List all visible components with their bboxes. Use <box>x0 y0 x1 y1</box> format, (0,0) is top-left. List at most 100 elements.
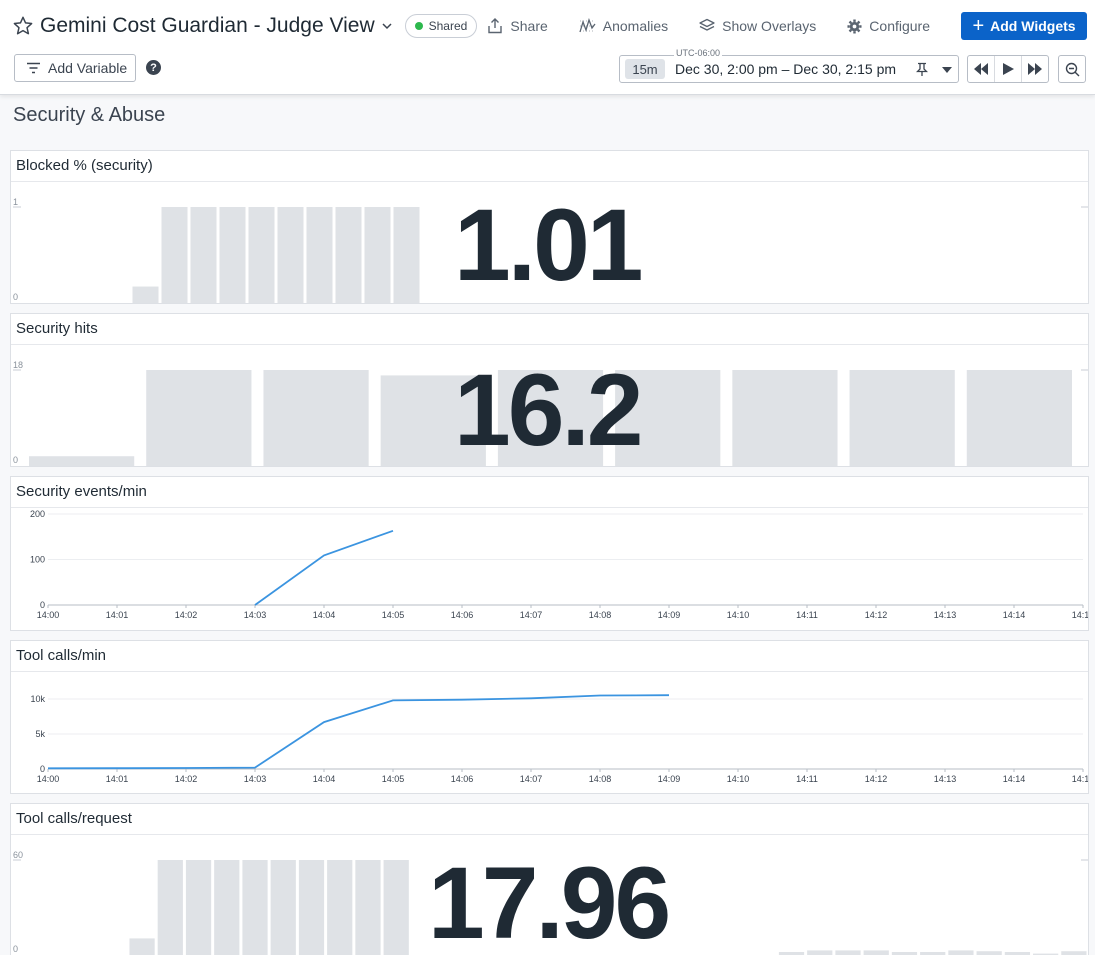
widget-title: Security hits <box>11 314 1088 345</box>
bar <box>214 860 240 955</box>
play-icon <box>1002 63 1014 75</box>
x-tick-label: 14:06 <box>451 610 474 620</box>
bar <box>835 950 861 955</box>
bar <box>976 951 1002 955</box>
x-tick-label: 14:12 <box>865 774 888 784</box>
x-tick-label: 14:11 <box>796 610 818 620</box>
bar <box>306 207 333 303</box>
show-overlays-button[interactable]: Show Overlays <box>699 18 816 34</box>
bar <box>778 952 805 955</box>
y-tick-label: 0 <box>40 600 45 610</box>
x-tick-label: 14:07 <box>520 774 543 784</box>
bar <box>277 207 304 303</box>
anomalies-button[interactable]: Anomalies <box>579 18 668 34</box>
share-button[interactable]: Share <box>487 18 548 34</box>
rewind-icon <box>974 63 988 75</box>
widget-tool-calls[interactable]: Tool calls/min 0 5k 10k 14:00 14:01 14:02 14:0… <box>10 640 1089 794</box>
add-variable-label: Add Variable <box>48 60 128 76</box>
widget-security-events[interactable]: Security events/min 0 100 200 14:00 14:01 14:… <box>10 476 1089 631</box>
bar <box>849 370 955 466</box>
shared-label: Shared <box>428 19 468 33</box>
y-tick-label: 100 <box>30 555 45 565</box>
widget-tool-calls-per-request[interactable]: Tool calls/request 60 0 17.96 <box>10 803 1089 955</box>
share-label: Share <box>510 18 548 34</box>
y-tick-label: 0 <box>13 944 18 954</box>
y-tick-label: 60 <box>13 850 23 860</box>
query-value: 16.2 <box>454 353 644 467</box>
bar <box>190 207 217 303</box>
x-tick-label: 14:00 <box>37 774 60 784</box>
x-tick-label: 14:01 <box>106 610 129 620</box>
play-button[interactable] <box>995 56 1022 82</box>
chevron-down-icon[interactable] <box>381 20 393 32</box>
plus-icon: + <box>972 15 985 37</box>
bar <box>380 375 486 466</box>
x-tick-label: 14:04 <box>313 774 336 784</box>
x-tick-label: 14:13 <box>934 774 957 784</box>
zoom-out-icon <box>1065 62 1079 76</box>
bar <box>29 456 135 466</box>
add-variable-button[interactable]: Add Variable <box>14 54 136 82</box>
fast-forward-button[interactable] <box>1022 56 1048 82</box>
bar <box>1061 951 1087 955</box>
bar <box>615 370 721 466</box>
widget-title: Security events/min <box>11 477 1088 508</box>
bar <box>132 286 159 303</box>
widget-title: Blocked % (security) <box>11 151 1088 182</box>
configure-button[interactable]: Configure <box>847 18 930 34</box>
x-tick-label: 14:03 <box>244 610 267 620</box>
x-tick-label: 14:04 <box>313 610 336 620</box>
bar <box>270 860 296 955</box>
x-tick-label: 14:10 <box>727 610 750 620</box>
dashboard-title: Gemini Cost Guardian - Judge View <box>40 14 375 37</box>
x-tick-label: 14:12 <box>865 610 888 620</box>
x-tick-label: 14:07 <box>520 610 543 620</box>
x-tick-label: 14:06 <box>451 774 474 784</box>
caret-down-icon[interactable] <box>942 67 952 73</box>
bar-chart-blocked: 10 <box>13 197 1088 304</box>
x-tick-label: 14:02 <box>175 610 198 620</box>
bar <box>327 860 353 955</box>
widget-security-hits[interactable]: Security hits 18 0 16.2 <box>10 313 1089 467</box>
y-tick-label: 0 <box>13 455 18 465</box>
line-chart-security-events: 0 100 200 14:00 14:01 14:02 14:03 14:04 14:05 14:… <box>30 509 1088 620</box>
add-widgets-button[interactable]: + Add Widgets <box>961 12 1087 40</box>
x-tick-label: 14:09 <box>658 774 681 784</box>
bar <box>1033 953 1059 955</box>
x-tick-label: 14:08 <box>589 610 612 620</box>
rewind-button[interactable] <box>968 56 995 82</box>
playback-controls <box>967 55 1049 83</box>
y-tick-label: 1 <box>13 197 18 207</box>
bar <box>263 370 369 466</box>
x-tick-label: 14:14 <box>1003 774 1026 784</box>
zoom-out-button[interactable] <box>1058 55 1086 83</box>
duration-pill[interactable]: 15m <box>625 59 665 79</box>
time-picker[interactable]: UTC-06:00 15m Dec 30, 2:00 pm – Dec 30, … <box>619 48 959 83</box>
bar <box>355 860 381 955</box>
share-icon <box>488 18 503 34</box>
pin-icon[interactable] <box>916 62 928 77</box>
y-tick-label: 18 <box>13 360 23 370</box>
y-tick-label: 200 <box>30 509 45 519</box>
bar <box>966 370 1072 466</box>
x-tick-label: 14:15 <box>1072 774 1089 784</box>
bar <box>46 303 72 304</box>
bar <box>298 860 325 955</box>
widget-title: Tool calls/min <box>11 641 1088 672</box>
bar <box>807 950 833 955</box>
layers-icon <box>699 18 715 31</box>
help-icon[interactable]: ? <box>146 60 161 75</box>
bar <box>920 952 946 955</box>
shared-badge[interactable]: Shared <box>404 14 478 38</box>
bar <box>129 938 155 955</box>
widget-title: Tool calls/request <box>11 804 1088 835</box>
bar <box>948 950 974 955</box>
bar-chart-tool-calls-per-request: 60 0 <box>13 850 1088 955</box>
configure-label: Configure <box>869 18 930 34</box>
filter-icon <box>27 62 40 74</box>
dashboard-header: Gemini Cost Guardian - Judge View Shared… <box>0 0 1095 95</box>
star-icon[interactable] <box>12 15 34 37</box>
x-tick-label: 14:11 <box>796 774 818 784</box>
series-line <box>254 529 394 606</box>
